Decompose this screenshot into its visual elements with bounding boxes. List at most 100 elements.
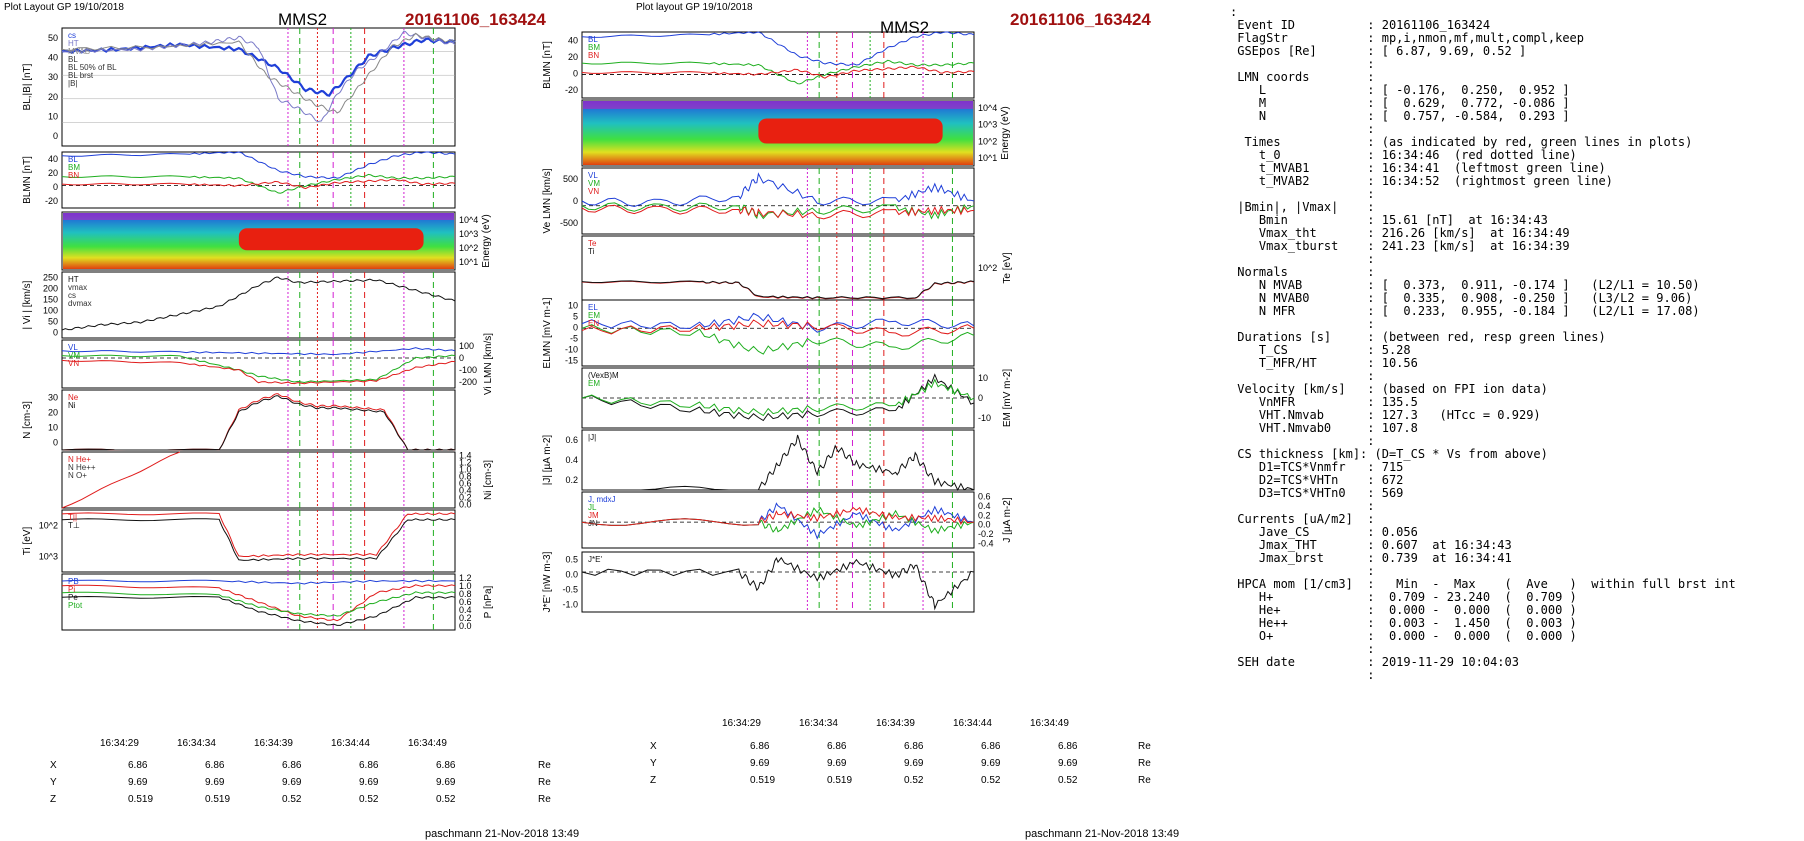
legend-entry: JL [588,503,597,512]
summary-line: D2=TCS*VHTn : 672 [1230,473,1404,487]
y-tick-label: 100 [459,341,474,351]
legend-entry: T⊥ [68,521,80,530]
y-tick-label: 10^3 [459,229,478,239]
y-tick-label: 40 [568,35,578,45]
summary-line: t_MVAB1 : 16:34:41 (leftmost green line) [1230,161,1606,175]
series-line-VM [581,202,975,220]
y-tick-label: 0.4 [459,486,472,496]
legend-entry: Ni [68,401,76,410]
left-footer: paschmann 21-Nov-2018 13:49 [425,828,580,840]
series-line-EL [581,312,975,333]
spectrogram-top-band [63,213,454,220]
y-tick-label: 0 [978,393,983,403]
series-line-BM [61,173,456,194]
panel-frame [61,271,456,339]
legend-entry: VL [588,171,598,180]
y-tick-label: 0.2 [978,510,991,520]
summary-line: Bmin : 15.61 [nT] at 16:34:43 [1230,213,1548,227]
pos-value: 9.69 [904,758,924,769]
right-event-title: 20161106_163424 [1010,10,1151,29]
pos-value: 0.52 [436,794,456,805]
y-axis-label: | Vi | [km/s] [22,280,33,329]
legend-entry: |J| [588,433,596,442]
legend-entry: BM [68,163,80,172]
legend-entry: BN [68,171,79,180]
panel-frame [61,211,456,271]
pos-row-name: Y [650,758,657,769]
pos-value: 6.86 [827,741,847,752]
summary-line: N MVAB : [ 0.373, 0.911, -0.174 ] (L2/L1… [1230,278,1700,292]
y-axis-label: Ve LMN [km/s] [542,168,553,233]
legend-entry: VL [68,343,78,352]
summary-line: LMN coords : [1230,70,1375,84]
series-line-|Vi| [61,276,456,331]
summary-line: : [1230,642,1375,656]
panel-frame [61,339,456,389]
panel-frame [581,99,975,167]
series-line-J*E' [581,556,975,611]
y-tick-label: 0.0 [459,500,472,510]
summary-line: Jave_CS : 0.056 [1230,525,1418,539]
pos-value: 6.86 [981,741,1001,752]
pos-value: 0.519 [750,775,776,786]
summary-line: GSEpos [Re] : [ 6.87, 9.69, 0.52 ] [1230,44,1527,58]
summary-line: : [1230,5,1238,19]
summary-line: Vmax_tburst : 241.23 [km/s] at 16:34:39 [1230,239,1570,253]
time-tick: 16:34:34 [799,718,838,729]
summary-line: T_MFR/HT : 10.56 [1230,356,1418,370]
series-line-BL [581,31,975,66]
y-tick-label: 0 [53,438,58,448]
legend-entry: N O+ [68,471,87,480]
y-tick-label: 0.2 [459,613,472,623]
y-tick-label: 0.0 [459,621,472,631]
legend-entry: BL brst [68,71,94,80]
y-tick-label: 0.4 [565,455,578,465]
y-tick-label: 250 [43,273,58,283]
y-axis-label: Ni [cm-3] [483,460,494,500]
y-tick-label: 1.2 [459,573,472,583]
legend-entry: dvmax [68,299,92,308]
panel-frame [61,573,456,631]
legend-entry: VM [588,179,600,188]
y-tick-label: -20 [565,85,578,95]
summary-line: : [1230,57,1375,71]
y-tick-label: 20 [568,52,578,62]
y-axis-label: Energy (eV) [1000,106,1011,159]
series-line-JN [581,506,975,526]
event-summary-text: : Event ID : 20161106_163424 FlagStr : m… [1230,6,1736,682]
panel-frame [61,151,456,209]
summary-line: : [1230,122,1375,136]
legend-entry: N He+ [68,455,91,464]
y-tick-label: -500 [560,218,578,228]
y-axis-label: |J| [µA m-2] [542,435,553,486]
pos-value: 6.86 [904,741,924,752]
legend-entry: Ne [68,393,79,402]
y-tick-label: 30 [48,72,58,82]
time-tick: 16:34:44 [953,718,992,729]
summary-line: D3=TCS*VHTn0 : 569 [1230,486,1404,500]
series-line-VL [61,347,456,356]
y-tick-label: 0.8 [459,472,472,482]
y-axis-label: J*E' [nW m-3] [542,551,553,612]
y-tick-label: 0.6 [459,597,472,607]
y-tick-label: 200 [43,284,58,294]
summary-line: Durations [s] : (between red, resp green… [1230,330,1606,344]
pos-value: 6.86 [205,760,225,771]
summary-line: : [1230,187,1375,201]
summary-line: HPCA mom [1/cm3] : Min - Max ( Ave ) wit… [1230,577,1736,591]
pos-value: 0.52 [904,775,924,786]
summary-line: : [1230,668,1375,682]
y-tick-label: 1.2 [459,458,472,468]
summary-line: : [1230,434,1375,448]
y-tick-label: 0.2 [459,493,472,503]
summary-line: L : [ -0.176, 0.250, 0.952 ] [1230,83,1570,97]
legend-entry: VN [68,359,79,368]
legend-entry: HT [68,39,79,48]
y-tick-label: -200 [459,377,477,387]
y-tick-label: -10 [565,345,578,355]
series-line-Ne [61,393,456,451]
y-axis-label: BLMN [nT] [542,41,553,89]
summary-line: N : [ 0.757, -0.584, 0.293 ] [1230,109,1570,123]
y-axis-label: ELMN [mV m-1] [542,297,553,368]
y-tick-label: 1.0 [459,581,472,591]
